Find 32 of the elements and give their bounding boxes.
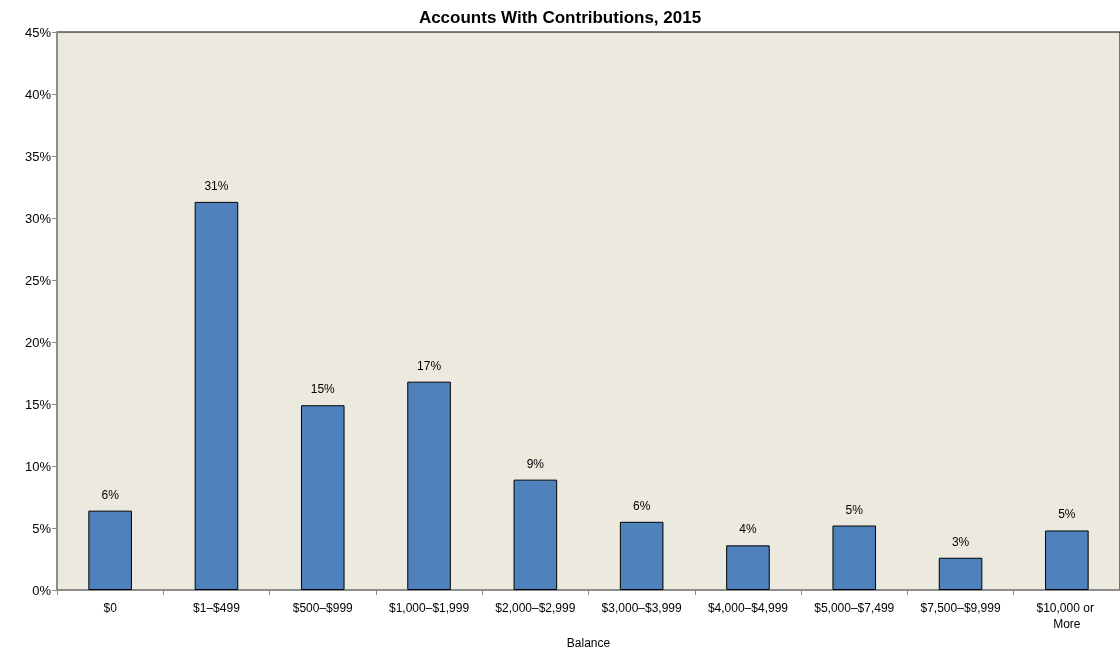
- x-tick-label: $1–$499: [193, 601, 241, 615]
- data-label: 5%: [845, 502, 864, 517]
- x-axis-title: Balance: [566, 635, 611, 650]
- y-tick-label: 0%: [32, 582, 52, 598]
- data-label: 9%: [526, 456, 545, 471]
- data-label: 4%: [739, 522, 757, 537]
- y-tick-label: 20%: [24, 334, 52, 350]
- data-label: 6%: [101, 487, 120, 502]
- y-tick-label: 40%: [24, 86, 52, 102]
- x-tick-label: $0: [103, 601, 118, 615]
- y-tick-label: 35%: [24, 148, 52, 164]
- x-tick-label: $10,000 or More: [1036, 601, 1098, 631]
- x-tick-label: $2,000–$2,999: [495, 601, 576, 615]
- x-tick-label: $4,000–$4,999: [707, 601, 789, 615]
- x-tick-label: $5,000–$7,499: [814, 601, 895, 615]
- chart-title: Accounts With Contributions, 2015: [418, 8, 702, 27]
- x-tick-label: $7,500–$9,999: [920, 601, 1001, 615]
- y-tick-label: 15%: [24, 396, 52, 412]
- data-label: 17%: [417, 358, 442, 373]
- y-tick-label: 45%: [24, 24, 52, 40]
- data-label: 31%: [204, 178, 229, 193]
- x-tick-label: $1,000–$1,999: [389, 601, 470, 615]
- y-tick-label: 5%: [32, 520, 52, 536]
- x-tick-label: $3,000–$3,999: [601, 601, 683, 615]
- y-tick-label: 30%: [24, 210, 52, 226]
- y-tick-label: 10%: [24, 458, 52, 474]
- x-tick-label: $500–$999: [292, 601, 354, 615]
- y-tick-label: 25%: [24, 272, 52, 288]
- data-label: 5%: [1058, 507, 1076, 522]
- data-label: 15%: [310, 382, 336, 397]
- data-label: 3%: [951, 534, 970, 549]
- data-label: 6%: [632, 498, 651, 513]
